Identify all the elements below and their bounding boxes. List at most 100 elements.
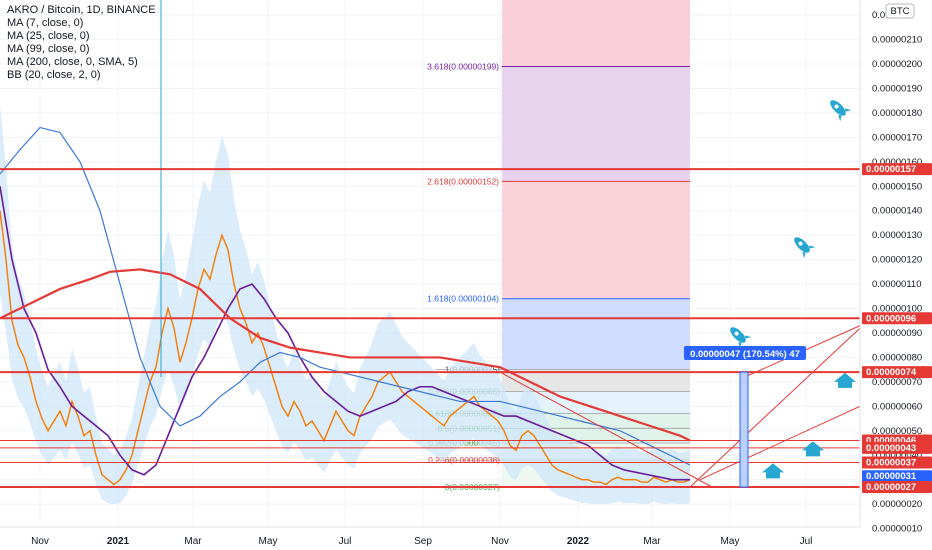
price-tag-bg — [862, 163, 932, 176]
measure-tag[interactable]: 0.00000047 (170.54%) 47 — [684, 346, 806, 360]
fib-zone-1 — [502, 369, 690, 392]
series-price — [0, 210, 691, 486]
y-tick-label: 0.00000110 — [872, 279, 922, 290]
y-tick-label: 0.00000080 — [872, 352, 922, 363]
x-tick-label: Mar — [643, 536, 661, 547]
price-tag-label: 0.00000037 — [866, 458, 916, 469]
currency-badge[interactable]: BTC — [885, 3, 915, 19]
price-tag-label: 0.00000046 — [866, 436, 916, 447]
price-tag[interactable]: 0.00000043 — [862, 441, 932, 454]
price-tag-bg — [862, 481, 932, 493]
price-tag-label: 0.00000043 — [866, 443, 916, 454]
y-tick-label: 0.00000140 — [872, 206, 922, 217]
up-arrow-icon[interactable] — [762, 463, 784, 479]
rocket-fin-right — [844, 108, 852, 112]
trend-line-down — [499, 371, 713, 488]
rocket-fin-right — [744, 335, 752, 339]
y-tick-label: 0.00000100 — [872, 304, 922, 315]
y-tick-label: 0.00000190 — [872, 83, 922, 94]
y-tick-label: 0.00000020 — [872, 499, 922, 510]
x-tick-label: Nov — [31, 536, 49, 547]
bollinger-band — [0, 105, 690, 505]
y-tick-label: 0.00000210 — [872, 35, 922, 46]
y-tick-label: 0.00000180 — [872, 108, 922, 119]
price-tag[interactable]: 0.00000157 — [862, 163, 932, 176]
rocket-fin-right — [808, 245, 816, 249]
x-axis-panel — [0, 527, 860, 550]
up-arrow-icon[interactable] — [802, 441, 824, 457]
measure-box[interactable] — [739, 371, 749, 488]
y-tick-label: 0.00000060 — [872, 401, 922, 412]
y-tick-label: 0.00000130 — [872, 230, 922, 241]
fib-ext-label: 2.618(0.00000152) — [427, 176, 499, 186]
y-tick-label: 0.00000090 — [872, 328, 922, 339]
fib-zone-0786 — [502, 391, 690, 414]
rocket-fin-left — [802, 251, 806, 259]
indicator-ma7[interactable]: MA (7, close, 0) — [7, 17, 84, 29]
price-tag-label: 0.00000096 — [866, 313, 916, 324]
rocket-body — [794, 237, 810, 253]
x-tick-label: Jul — [800, 536, 813, 547]
indicator-legend: AKRO / Bitcoin, 1D, BINANCE MA (7, close… — [7, 4, 156, 82]
currency-badge-bg — [885, 3, 915, 19]
price-tag[interactable]: 0.00000027 — [862, 481, 932, 493]
rocket-icon[interactable] — [725, 322, 752, 349]
fib-zone-3618 — [502, 66, 690, 182]
price-tag[interactable]: 0.00000074 — [862, 366, 932, 379]
fib-zone-2618 — [502, 181, 690, 299]
price-tag-bg — [862, 366, 932, 379]
price-tag-label: 0.00000074 — [866, 367, 917, 378]
x-tick-label: 2022 — [567, 536, 590, 547]
price-tag-bg — [862, 456, 932, 469]
indicator-ma25[interactable]: MA (25, close, 0) — [7, 30, 90, 42]
price-tag-label: 0.00000031 — [866, 471, 917, 482]
currency-badge-text: BTC — [891, 6, 910, 17]
x-tick-label: 2021 — [107, 536, 130, 547]
indicator-ma99[interactable]: MA (99, close, 0) — [7, 43, 90, 55]
price-tag[interactable]: 0.00000096 — [862, 312, 932, 325]
measure-tag-bg — [684, 346, 806, 360]
rocket-icon[interactable] — [825, 95, 852, 122]
price-tag-bg — [862, 441, 932, 454]
price-tag[interactable]: 0.00000037 — [862, 456, 932, 469]
x-tick-label: Sep — [414, 536, 432, 547]
fib-zone-1618 — [502, 298, 690, 370]
rocket-window — [798, 241, 803, 246]
x-tick-label: Jul — [339, 536, 352, 547]
measure-label: 0.00000047 (170.54%) 47 — [690, 349, 800, 360]
rocket-icon[interactable] — [789, 232, 816, 259]
x-tick-label: May — [721, 536, 740, 547]
price-tag-label: 0.00000027 — [866, 482, 916, 493]
fib-ret-label: 0.236(0.00000038) — [428, 455, 500, 465]
rocket-window — [834, 104, 839, 109]
symbol-title[interactable]: AKRO / Bitcoin, 1D, BINANCE — [7, 4, 156, 16]
x-tick-label: Nov — [491, 536, 509, 547]
indicator-bb[interactable]: BB (20, close, 2, 0) — [7, 69, 101, 81]
rocket-body — [730, 327, 746, 343]
y-tick-label: 0.00000120 — [872, 255, 922, 266]
price-tag-label: 0.00000157 — [866, 164, 916, 175]
rocket-window — [734, 331, 739, 336]
fib-zone-top — [502, 0, 690, 67]
indicator-ma200[interactable]: MA (200, close, 0, SMA, 5) — [7, 56, 138, 68]
series-ma25 — [0, 186, 690, 481]
series-ma200 — [0, 268, 691, 442]
y-tick-label: 0.00000070 — [872, 377, 922, 388]
y-tick-label: 0.00000010 — [872, 524, 922, 535]
price-tag-bg — [862, 312, 932, 325]
y-tick-label: 0.00000040 — [872, 450, 922, 461]
y-tick-label: 0.00000160 — [872, 157, 922, 168]
x-tick-label: May — [259, 536, 278, 547]
y-tick-label: 0.00000150 — [872, 181, 922, 192]
fib-ext-label: 3.618(0.00000199) — [427, 61, 499, 71]
rocket-fin-left — [838, 114, 842, 122]
rocket-fin-left — [738, 341, 742, 349]
y-tick-label: 0.00000050 — [872, 426, 922, 437]
y-tick-label: 0.00000200 — [872, 59, 922, 70]
up-arrow-icon[interactable] — [834, 372, 856, 388]
trend-line-up-2 — [699, 405, 861, 481]
y-tick-label: 0.00000170 — [872, 132, 922, 143]
fib-ext-label: 1.618(0.00000104) — [427, 294, 499, 304]
